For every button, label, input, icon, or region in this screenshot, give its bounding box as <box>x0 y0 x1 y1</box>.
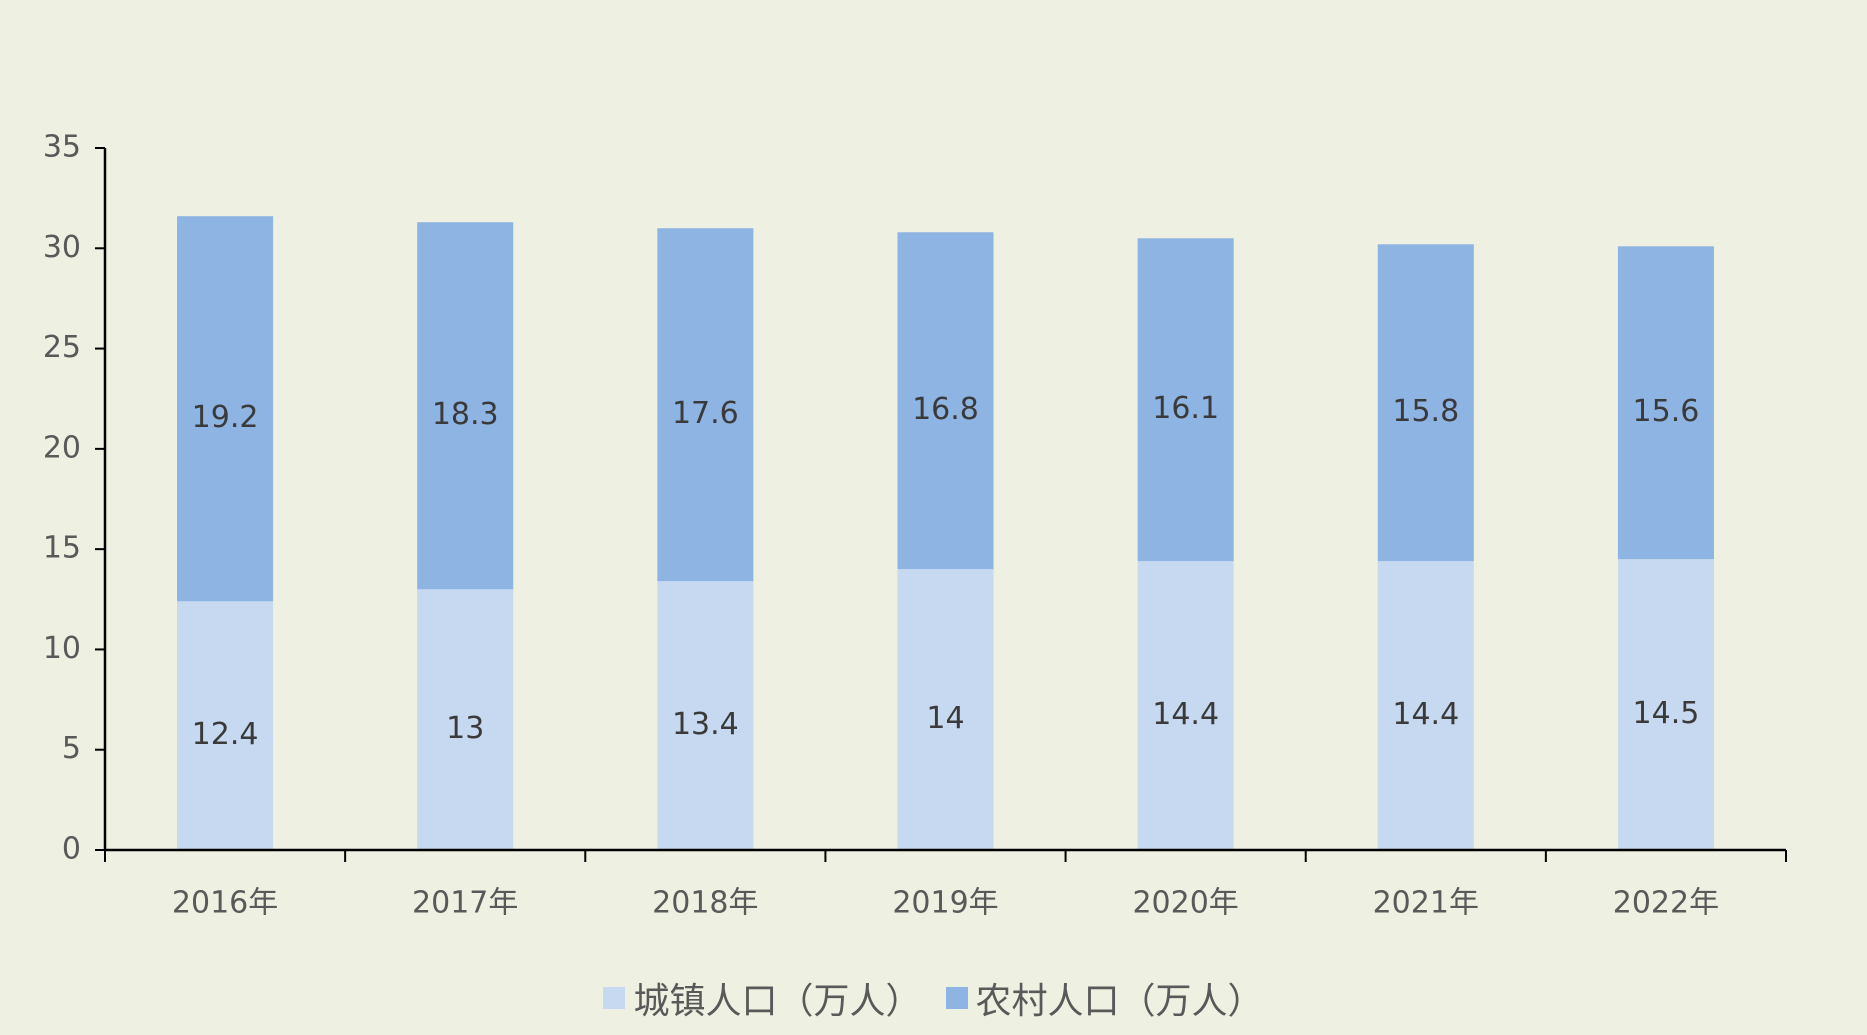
data-label: 16.8 <box>912 392 979 427</box>
data-label: 16.1 <box>1152 391 1219 426</box>
y-tick-label: 35 <box>43 130 81 165</box>
x-tick-label: 2016年 <box>172 886 278 921</box>
x-tick-label: 2022年 <box>1613 886 1719 921</box>
x-tick-label: 2017年 <box>412 886 518 921</box>
y-tick-label: 25 <box>43 330 81 365</box>
data-label: 15.8 <box>1392 394 1459 429</box>
legend-label: 农村人口（万人） <box>975 981 1264 1022</box>
legend-swatch <box>603 987 626 1009</box>
data-label: 19.2 <box>192 400 259 435</box>
bar-segment <box>1137 238 1234 562</box>
bar-segment <box>897 569 994 850</box>
x-tick-label: 2020年 <box>1132 886 1238 921</box>
bar-segment <box>1137 561 1234 850</box>
data-label: 14.4 <box>1152 697 1219 732</box>
legend-label: 城镇人口（万人） <box>633 981 922 1022</box>
legend-item: 城镇人口（万人） <box>603 972 922 1024</box>
y-tick-label: 15 <box>43 531 81 566</box>
legend: 城镇人口（万人） 农村人口（万人） <box>0 972 1867 1024</box>
chart: 0 5 10 15 20 25 30 35 12.4 19.2 2016年 13 18.3 2017年 13… <box>43 130 1787 921</box>
y-tick-label: 20 <box>43 430 81 465</box>
bar-segment <box>1377 561 1474 850</box>
bar-segment <box>417 222 514 590</box>
bar-segment <box>1377 244 1474 562</box>
x-tick-label: 2019年 <box>892 886 998 921</box>
y-tick-label: 5 <box>62 731 81 766</box>
y-tick-label: 30 <box>43 230 81 265</box>
bar-segment <box>657 228 754 582</box>
y-tick-label: 0 <box>62 832 81 867</box>
legend-item: 农村人口（万人） <box>945 972 1264 1024</box>
bar-segment <box>177 601 274 850</box>
bar-segment <box>1617 559 1714 850</box>
y-tick-label: 10 <box>43 631 81 666</box>
bar-segment <box>177 216 274 602</box>
bar-segment <box>657 581 754 850</box>
data-label: 12.4 <box>192 717 259 752</box>
data-label: 18.3 <box>432 397 499 432</box>
data-label: 14 <box>926 701 964 736</box>
bar-segment <box>417 589 514 850</box>
x-tick-label: 2021年 <box>1373 886 1479 921</box>
bar-segment <box>1617 246 1714 560</box>
data-label: 14.4 <box>1392 697 1459 732</box>
data-label: 13.4 <box>672 707 739 742</box>
legend-swatch <box>945 987 968 1009</box>
bar-segment <box>897 232 994 570</box>
data-label: 14.5 <box>1633 696 1700 731</box>
data-label: 17.6 <box>672 396 739 431</box>
data-label: 13 <box>446 711 484 746</box>
data-label: 15.6 <box>1633 394 1700 429</box>
x-tick-label: 2018年 <box>652 886 758 921</box>
